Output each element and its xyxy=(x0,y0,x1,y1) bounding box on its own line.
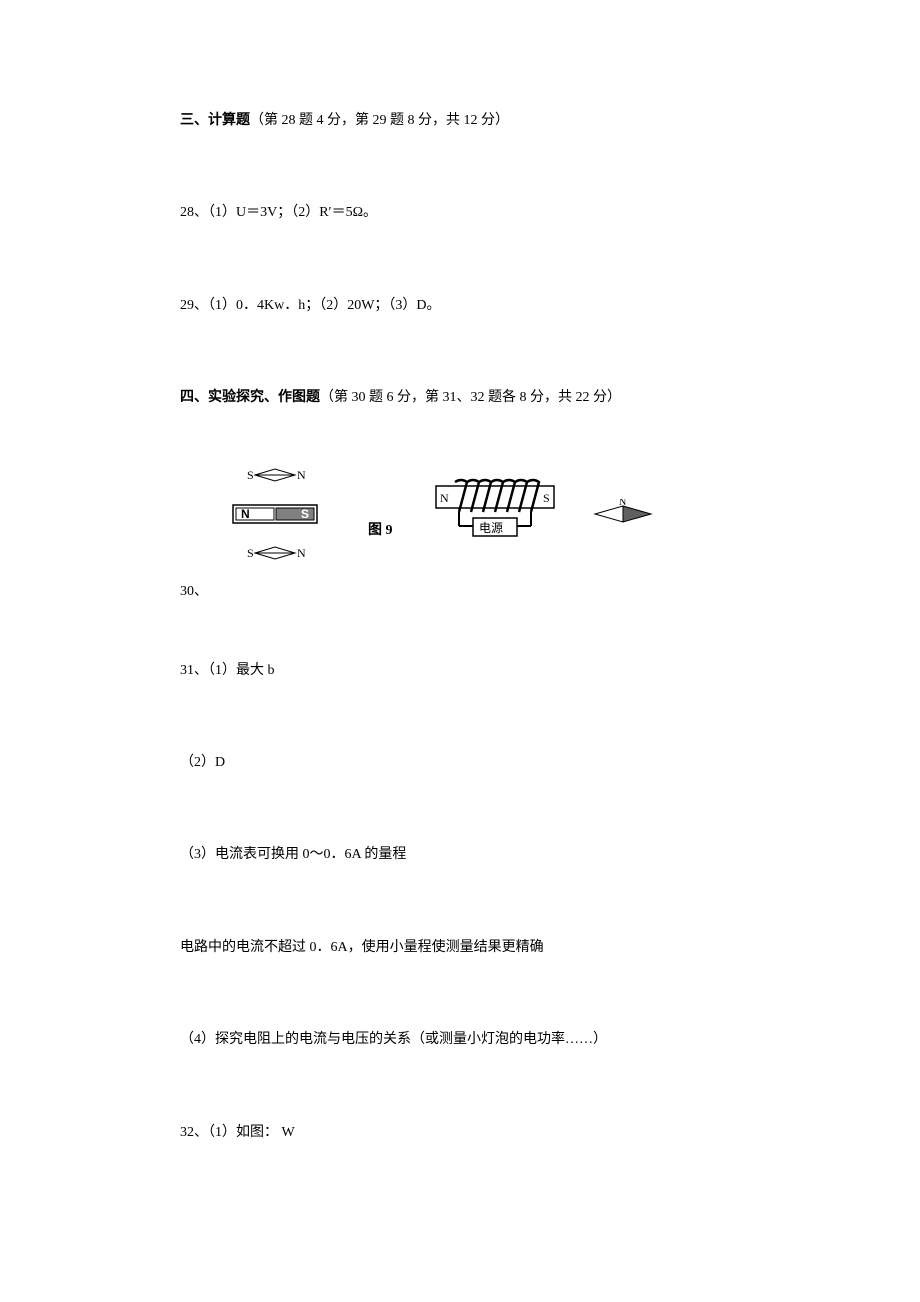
q31-1: 31、（1）最大 b xyxy=(180,660,740,682)
figure-left-group: S N N S S N xyxy=(210,460,340,568)
q31-3: （3）电流表可换用 0～0．6A 的量程 xyxy=(180,844,740,866)
figure-right-group: N S 电源 xyxy=(421,474,659,554)
bar-magnet-icon: N S xyxy=(225,502,325,526)
q30-prefix: 30、 xyxy=(180,580,740,600)
figure-9-row: S N N S S N 图 9 N S xyxy=(180,460,740,568)
q29: 29、（1）0．4Kw．h；（2）20W；（3）D。 xyxy=(180,295,740,317)
figure-9-label: 图 9 xyxy=(368,489,393,539)
magnet-s-label: S xyxy=(301,507,309,521)
solenoid-n-label: N xyxy=(440,491,449,505)
section3-heading-rest: （第 28 题 4 分，第 29 题 8 分，共 12 分） xyxy=(250,113,509,128)
solenoid-s-label: S xyxy=(543,491,550,505)
compass-n-label: N xyxy=(297,468,306,482)
compass-s-label2: S xyxy=(247,546,254,560)
compass-s-label: S xyxy=(247,468,254,482)
q28: 28、（1）U＝3V；（2）R′＝5Ω。 xyxy=(180,202,740,224)
power-label: 电源 xyxy=(479,521,503,535)
section4-heading-rest: （第 30 题 6 分，第 31、32 题各 8 分，共 22 分） xyxy=(320,390,621,405)
compass-n-label2: N xyxy=(297,546,306,560)
magnet-n-label: N xyxy=(241,507,250,521)
q31-2: （2）D xyxy=(180,752,740,774)
section3-heading-bold: 三、计算题 xyxy=(180,113,250,128)
compass-top-icon: S N xyxy=(235,460,315,490)
compass-bottom-icon: S N xyxy=(235,538,315,568)
compass-right-n: N xyxy=(619,499,626,508)
section3-heading: 三、计算题（第 28 题 4 分，第 29 题 8 分，共 12 分） xyxy=(180,110,740,132)
section4-heading: 四、实验探究、作图题（第 30 题 6 分，第 31、32 题各 8 分，共 2… xyxy=(180,387,740,409)
solenoid-icon: N S 电源 xyxy=(421,474,571,554)
q31-3b: 电路中的电流不超过 0．6A，使用小量程使测量结果更精确 xyxy=(180,937,740,959)
q31-4: （4）探究电阻上的电流与电压的关系（或测量小灯泡的电功率……） xyxy=(180,1029,740,1051)
q32: 32、（1）如图： W xyxy=(180,1122,740,1144)
section4-heading-bold: 四、实验探究、作图题 xyxy=(180,390,320,405)
compass-right-icon: N xyxy=(589,499,659,529)
